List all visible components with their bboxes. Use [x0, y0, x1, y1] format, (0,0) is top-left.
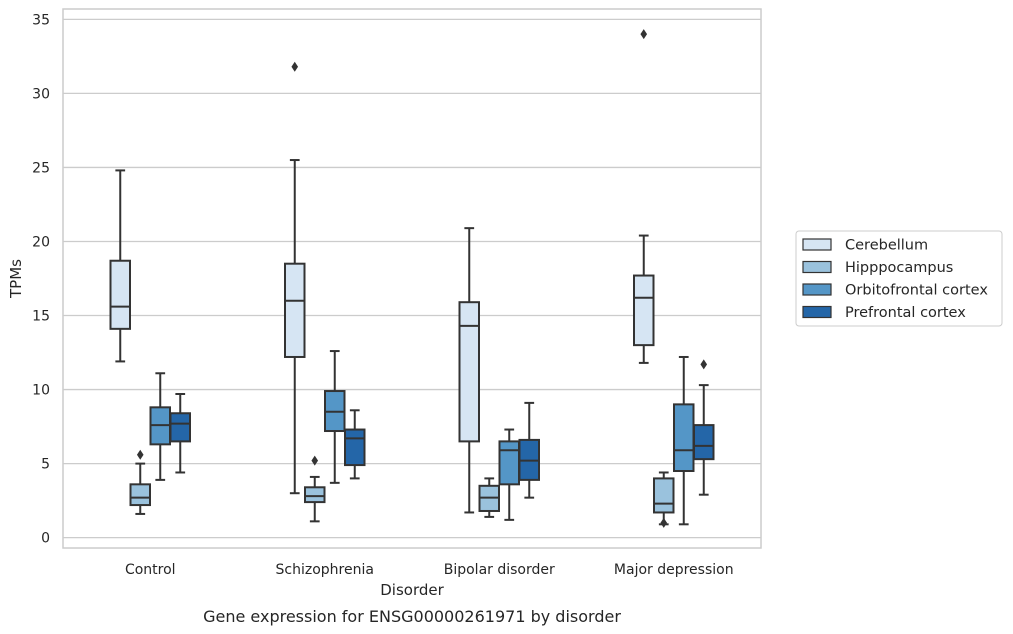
- x-tick-labels: Control Schizophrenia Bipolar disorder Majo…: [125, 562, 734, 578]
- box-prefrontal-cortex: [169, 393, 191, 474]
- iqr-box: [284, 262, 306, 358]
- outlier-point: [136, 449, 144, 460]
- x-tick-label: Control: [125, 562, 176, 578]
- plot-frame: [62, 8, 762, 549]
- box-prefrontal-cortex: [344, 409, 366, 480]
- box-orbitofrontal-cortex: [324, 350, 346, 484]
- y-tick-label: 10: [32, 383, 50, 399]
- legend-label: Prefrontal cortex: [845, 305, 966, 321]
- legend: Cerebellum Hipppocampus Orbitofrontal cort…: [795, 230, 1003, 327]
- outlier-point: [660, 517, 668, 528]
- box-hipppocampus: [478, 477, 500, 518]
- iqr-box: [633, 274, 655, 347]
- y-tick-label: 15: [32, 309, 50, 325]
- box-hipppocampus: [129, 449, 151, 515]
- legend-swatch: [802, 238, 832, 251]
- box-orbitofrontal-cortex: [673, 355, 695, 526]
- outlier-point: [700, 359, 708, 370]
- outlier-point: [311, 455, 319, 466]
- y-tick-labels: 0 5 10 15 20 25 30 35: [32, 12, 50, 546]
- x-tick-label: Major depression: [614, 562, 734, 578]
- box-cerebellum: [109, 169, 131, 363]
- iqr-box: [653, 477, 675, 514]
- y-tick-label: 35: [32, 12, 50, 28]
- box-prefrontal-cortex: [518, 401, 540, 499]
- y-tick-label: 20: [32, 234, 50, 250]
- y-tick-label: 30: [32, 86, 50, 102]
- y-tick-label: 5: [41, 457, 50, 473]
- box-cerebellum: [633, 29, 655, 364]
- legend-label: Cerebellum: [845, 238, 928, 254]
- y-axis-label: TPMs: [7, 259, 25, 299]
- iqr-box: [109, 259, 131, 330]
- iqr-box: [693, 424, 715, 461]
- iqr-box: [458, 301, 480, 443]
- box-cerebellum: [284, 61, 306, 495]
- box-series-layer: [109, 29, 715, 528]
- legend-swatch: [802, 260, 832, 274]
- iqr-box: [304, 486, 326, 504]
- iqr-box: [344, 428, 366, 467]
- legend-label: Hipppocampus: [845, 260, 953, 276]
- x-axis-label: Disorder: [380, 581, 444, 599]
- legend-items: Cerebellum Hipppocampus Orbitofrontal cort…: [802, 238, 988, 321]
- y-tick-label: 25: [32, 160, 50, 176]
- box-prefrontal-cortex: [693, 359, 715, 496]
- gridlines: [63, 18, 761, 539]
- legend-label: Orbitofrontal cortex: [845, 283, 988, 299]
- iqr-box: [169, 412, 191, 443]
- box-cerebellum: [458, 227, 480, 514]
- outlier-point: [640, 29, 648, 40]
- box-orbitofrontal-cortex: [149, 372, 171, 481]
- legend-swatch: [802, 283, 832, 296]
- y-tick-label: 0: [41, 531, 50, 547]
- x-tick-label: Bipolar disorder: [444, 562, 555, 578]
- iqr-box: [498, 440, 520, 486]
- box-hipppocampus: [653, 471, 675, 528]
- outlier-point: [291, 61, 299, 72]
- iqr-box: [673, 403, 695, 472]
- legend-swatch: [802, 305, 832, 319]
- chart-caption: Gene expression for ENSG00000261971 by d…: [203, 607, 621, 626]
- legend-frame: [795, 230, 1003, 327]
- box-orbitofrontal-cortex: [498, 428, 520, 521]
- iqr-box: [129, 483, 151, 507]
- box-hipppocampus: [304, 455, 326, 523]
- x-tick-label: Schizophrenia: [276, 562, 374, 578]
